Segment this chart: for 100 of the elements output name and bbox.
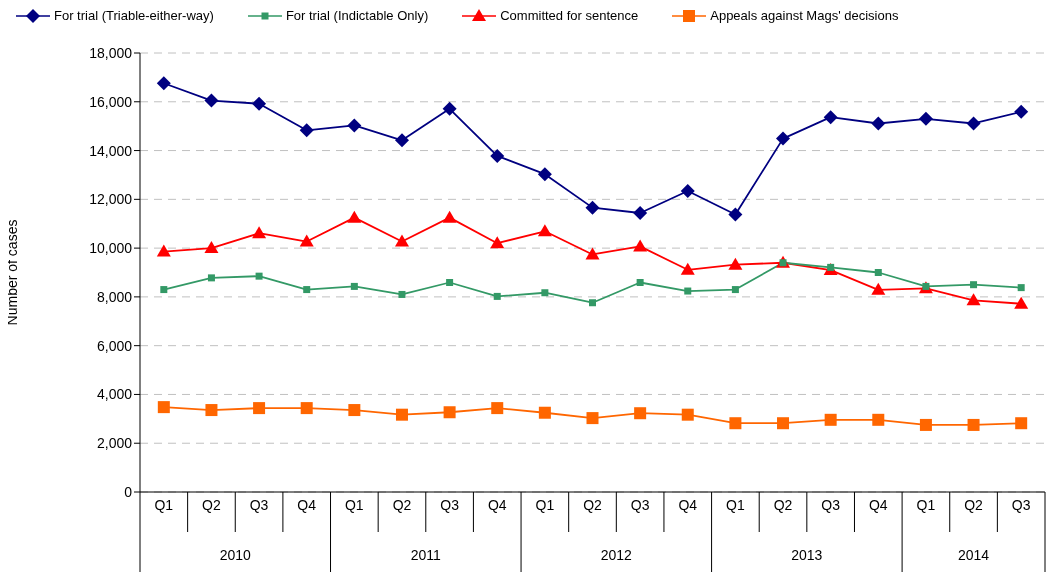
- y-tick-label: 14,000: [89, 142, 133, 159]
- x-tick-label: Q1: [916, 496, 936, 513]
- x-tick-label: Q4: [678, 496, 698, 513]
- point: [966, 293, 981, 306]
- point: [541, 289, 549, 297]
- legend-label: For trial (Indictable Only): [285, 8, 429, 23]
- x-tick-label: Q1: [535, 496, 555, 513]
- point: [490, 148, 505, 163]
- point: [728, 257, 743, 270]
- point: [204, 93, 219, 108]
- point: [303, 286, 311, 294]
- point: [874, 269, 882, 276]
- x-tick-label: Q4: [297, 496, 317, 513]
- y-tick-label: 6,000: [96, 337, 133, 354]
- x-tick-label: Q4: [487, 496, 507, 513]
- point: [394, 133, 409, 148]
- point: [777, 417, 790, 430]
- point: [585, 200, 600, 215]
- x-tick-label: Q2: [583, 496, 603, 513]
- point: [919, 418, 932, 431]
- point: [491, 402, 504, 415]
- point: [684, 287, 692, 295]
- point: [252, 226, 267, 239]
- point: [347, 210, 362, 223]
- x-tick-label: Q3: [249, 496, 269, 513]
- point: [537, 224, 552, 237]
- point: [300, 402, 313, 415]
- point: [589, 299, 596, 307]
- point: [1015, 417, 1028, 430]
- point: [680, 262, 695, 275]
- point: [398, 290, 406, 298]
- point: [205, 404, 218, 417]
- y-tick-label: 0: [124, 483, 133, 500]
- text: 2012: [600, 547, 633, 563]
- legend-label: Appeals against Mags' decisions: [710, 8, 899, 23]
- text: 2011: [410, 547, 442, 563]
- text: 2014: [957, 547, 990, 563]
- x-tick-label: Q1: [345, 496, 364, 513]
- x-tick-label: Q2: [392, 496, 412, 513]
- point: [442, 101, 457, 116]
- point: [348, 404, 361, 417]
- point: [586, 412, 599, 425]
- point: [970, 281, 978, 289]
- point: [680, 184, 695, 199]
- point: [633, 239, 648, 252]
- point: [634, 407, 647, 420]
- point: [871, 116, 886, 131]
- point: [442, 210, 457, 223]
- point: [156, 76, 171, 91]
- point: [350, 282, 358, 290]
- x-tick-label: Q3: [630, 496, 650, 513]
- point: [824, 413, 837, 426]
- y-tick-label: 18,000: [89, 44, 133, 61]
- x-tick-label: Q2: [202, 496, 221, 513]
- point: [1014, 296, 1029, 309]
- point: [204, 241, 219, 254]
- y-tick-label: 16,000: [89, 93, 133, 110]
- point: [493, 292, 501, 300]
- point: [538, 406, 551, 419]
- point: [636, 279, 644, 286]
- point: [537, 167, 552, 182]
- point: [299, 123, 314, 138]
- point: [966, 116, 981, 131]
- y-tick-label: 10,000: [89, 240, 133, 257]
- y-tick-label: 12,000: [89, 191, 133, 208]
- point: [681, 408, 694, 421]
- x-tick-label: Q2: [773, 496, 793, 513]
- point: [395, 408, 408, 421]
- x-tick-label: Q1: [726, 496, 745, 513]
- point: [394, 234, 409, 247]
- point: [728, 207, 743, 222]
- point: [443, 406, 456, 419]
- point: [252, 96, 267, 111]
- point: [731, 286, 739, 294]
- text: 2013: [791, 547, 823, 563]
- point: [1014, 104, 1029, 119]
- point: [776, 131, 791, 146]
- point: [872, 413, 885, 426]
- y-tick-label: 4,000: [96, 386, 133, 403]
- x-tick-label: Q4: [868, 496, 888, 513]
- x-tick-label: Q2: [964, 496, 984, 513]
- point: [633, 205, 648, 220]
- point: [585, 247, 600, 260]
- legend-label: Committed for sentence: [500, 8, 639, 23]
- point: [446, 279, 454, 286]
- point: [823, 110, 838, 125]
- x-tick-label: Q1: [154, 496, 174, 513]
- text: 2010: [219, 547, 252, 563]
- point: [255, 272, 263, 280]
- y-tick-label: 8,000: [96, 288, 133, 305]
- point: [156, 244, 171, 257]
- legend-label: For trial (Triable-either-way): [54, 8, 214, 23]
- x-tick-label: Q3: [821, 496, 841, 513]
- point: [490, 236, 505, 249]
- point: [347, 118, 362, 133]
- point: [1017, 284, 1025, 292]
- point: [299, 234, 314, 247]
- x-tick-label: Q3: [1011, 496, 1031, 513]
- point: [157, 401, 170, 414]
- point: [253, 402, 266, 415]
